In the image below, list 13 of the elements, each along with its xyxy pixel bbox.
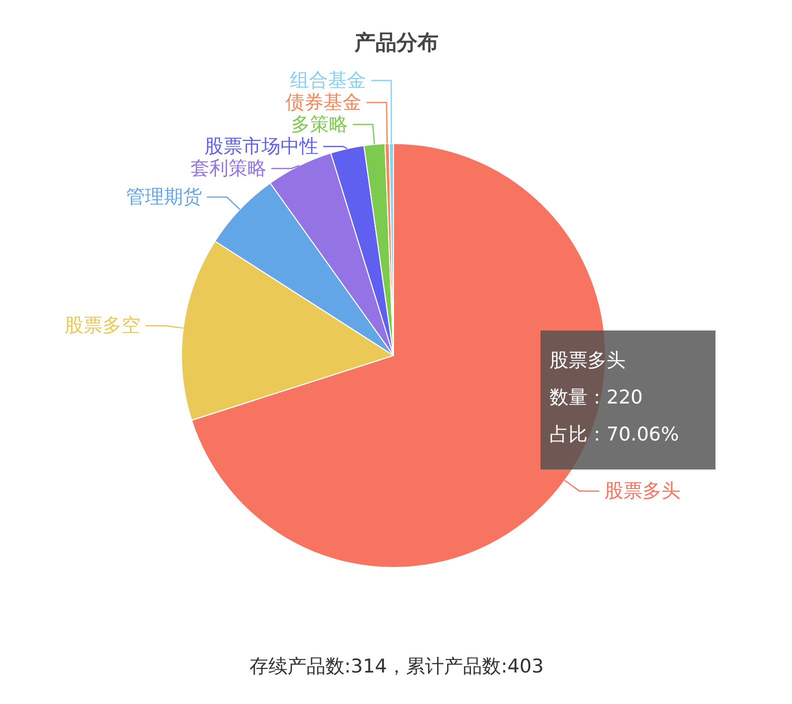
- slice-label: 管理期货: [126, 186, 202, 208]
- text: 数量：220: [550, 386, 643, 408]
- text: 存续产品数:314，累计产品数:403: [249, 656, 544, 678]
- slice-label: 股票多头: [604, 480, 680, 502]
- slice-label: 组合基金: [290, 70, 366, 92]
- text: 占比：70.06%: [550, 424, 679, 446]
- slice-label: 股票市场中性: [204, 136, 318, 158]
- chart-title: 产品分布: [354, 30, 438, 54]
- slice-label: 债券基金: [286, 92, 362, 114]
- slice-label: 多策略: [290, 114, 348, 136]
- text: 股票多头: [550, 350, 626, 372]
- slice-label: 股票多空: [64, 314, 140, 337]
- slice-label: 套利策略: [190, 158, 266, 180]
